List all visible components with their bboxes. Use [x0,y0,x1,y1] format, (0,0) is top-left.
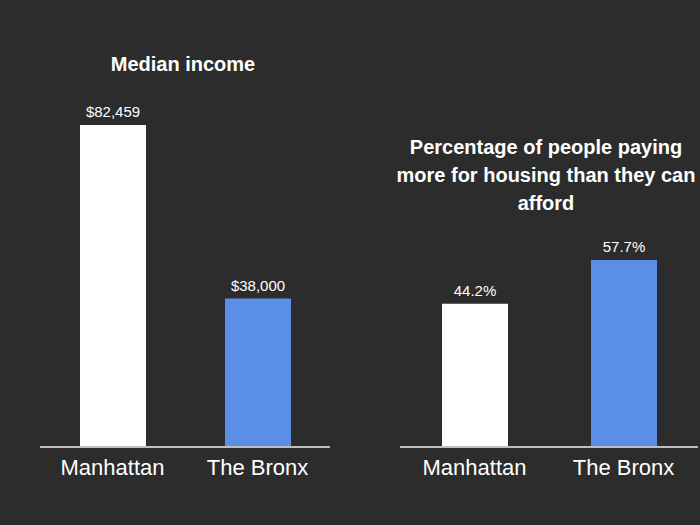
html-text:Median income: Median income [110,53,256,75]
svg-text:44.2%: 44.2% [454,282,497,299]
svg-text:$38,000: $38,000 [231,277,285,294]
svg-text:The Bronx: The Bronx [207,455,309,480]
svg-text:57.7%: 57.7% [603,238,646,255]
svg-text:Manhattan: Manhattan [61,455,165,480]
svg-text:$82,459: $82,459 [86,103,140,120]
svg-text:Manhattan: Manhattan [423,455,527,480]
html-text:Percentage of people paying mo: Percentage of people paying more for hou… [396,136,696,214]
svg-text:The Bronx: The Bronx [573,455,675,480]
